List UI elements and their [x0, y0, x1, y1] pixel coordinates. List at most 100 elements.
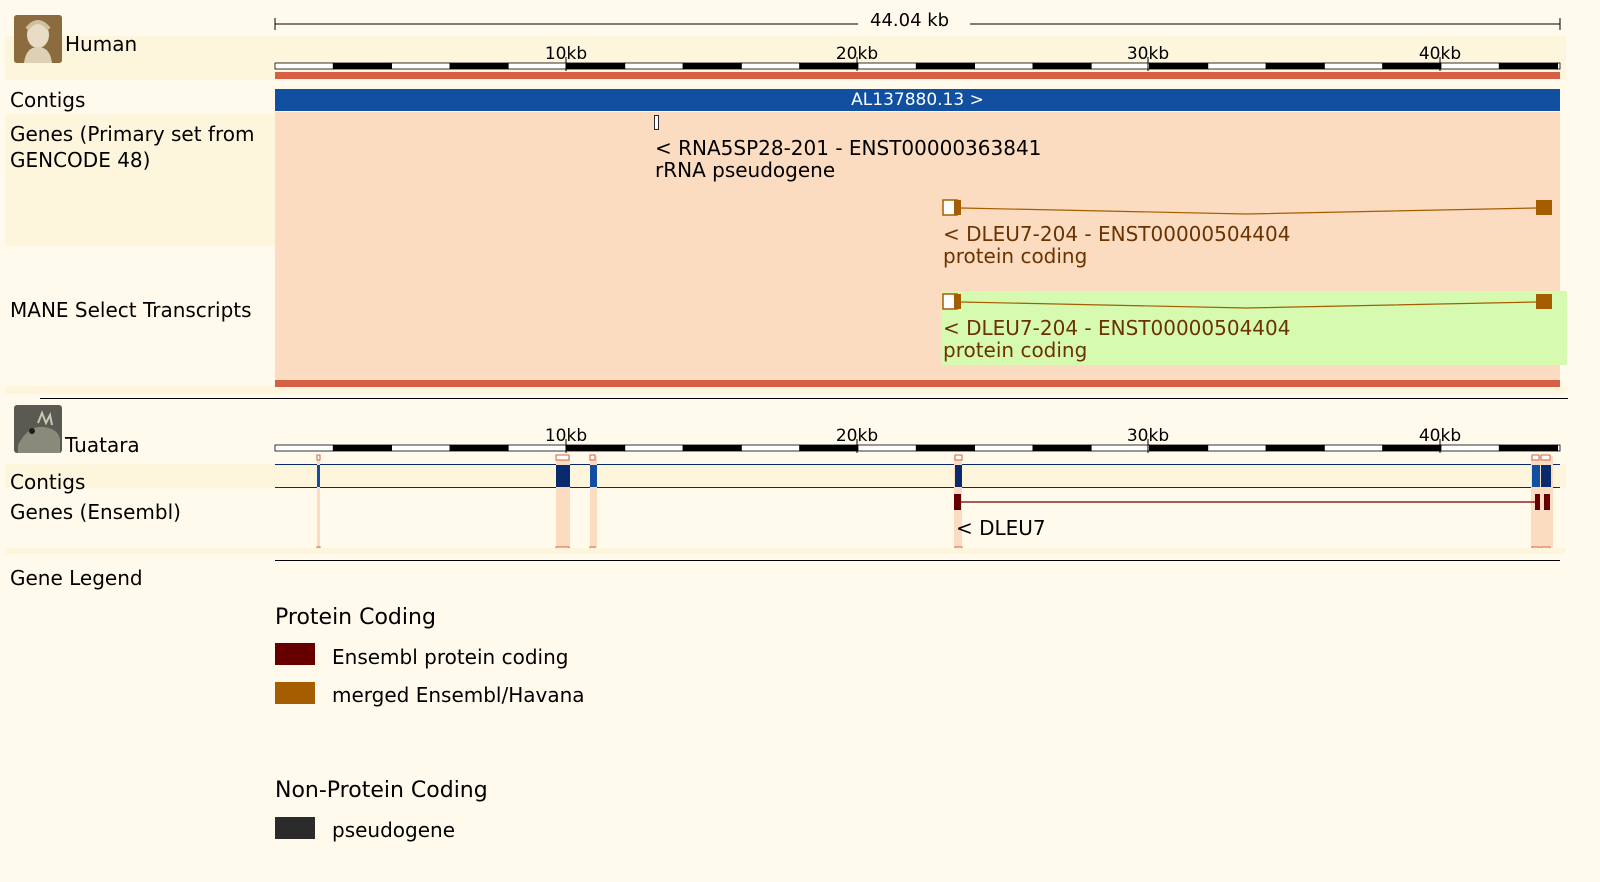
ruler-segment — [391, 444, 451, 452]
ruler-segment — [740, 444, 801, 452]
ruler-segment — [507, 444, 567, 452]
tuatara-contig-piece-5[interactable] — [1532, 465, 1540, 487]
ruler-segment — [274, 444, 334, 452]
ruler-segment — [566, 62, 626, 70]
human-mane-label: MANE Select Transcripts — [10, 298, 252, 322]
ruler-segment — [1149, 444, 1209, 452]
ruler-segment — [1324, 444, 1384, 452]
rna5sp28-gene-biotype: rRNA pseudogene — [655, 158, 836, 182]
human-scale-bar — [274, 14, 1561, 34]
legend-merged-label: merged Ensembl/Havana — [332, 683, 585, 707]
legend-ensembl-pc-label: Ensembl protein coding — [332, 645, 569, 669]
tuatara-lizard-icon — [14, 405, 62, 453]
ruler-segment — [391, 62, 451, 70]
ruler-segment — [1032, 444, 1092, 452]
ruler-segment — [1207, 444, 1267, 452]
ruler-segment — [274, 62, 334, 70]
dleu7-204-transcript[interactable] — [940, 198, 1560, 218]
tuatara-genes-bottom-band — [5, 548, 1566, 554]
ruler-segment — [1265, 62, 1325, 70]
ruler-segment — [332, 444, 392, 452]
human-bottom-band — [5, 386, 1566, 394]
ruler-segment — [1090, 444, 1150, 452]
human-region-bar-top — [275, 72, 1560, 79]
legend-pseudogene-label: pseudogene — [332, 818, 456, 842]
tuatara-genes-label: Genes (Ensembl) — [10, 500, 181, 524]
ruler-segment — [1090, 62, 1150, 70]
tuatara-contigs-label: Contigs — [10, 470, 86, 494]
ruler-segment — [624, 62, 684, 70]
tuatara-contig-piece-6[interactable] — [1541, 465, 1551, 487]
aln-block-1[interactable] — [317, 456, 320, 554]
ruler-segment — [449, 62, 509, 70]
ruler-segment — [1557, 444, 1561, 452]
ruler-segment — [740, 62, 801, 70]
ruler-segment — [1440, 62, 1500, 70]
ruler-segment — [682, 444, 742, 452]
human-tick-10kb: 10kb — [544, 44, 588, 64]
tuatara-tick-10kb: 10kb — [544, 426, 588, 446]
tuatara-contig-line-bottom — [275, 487, 1560, 488]
ruler-segment — [974, 444, 1034, 452]
dleu7-204-gene-biotype: protein coding — [943, 244, 1088, 268]
legend-pseudogene-swatch — [275, 817, 315, 839]
ruler-segment — [449, 444, 509, 452]
rna5sp28-gene-glyph[interactable] — [654, 115, 659, 130]
human-bust-icon — [14, 15, 62, 63]
human-genes-label: Genes (Primary set from GENCODE 48) — [10, 122, 255, 172]
ruler-segment — [1382, 444, 1442, 452]
dleu7-tuatara-gene-name[interactable]: < DLEU7 — [956, 516, 1046, 540]
human-scale-label: 44.04 kb — [870, 10, 950, 31]
ruler-segment — [1265, 444, 1325, 452]
ruler-segment — [624, 444, 684, 452]
aln-block-3[interactable] — [590, 456, 597, 554]
human-tick-20kb: 20kb — [835, 44, 879, 64]
legend-protein-coding-title: Protein Coding — [275, 605, 436, 630]
legend-non-protein-coding-title: Non-Protein Coding — [275, 778, 488, 803]
ruler-segment — [974, 62, 1034, 70]
tuatara-species-name: Tuatara — [65, 433, 140, 457]
human-genes-band — [5, 114, 275, 246]
legend-ensembl-pc-swatch — [275, 643, 315, 665]
ruler-segment — [1032, 62, 1092, 70]
rna5sp28-gene-name[interactable]: < RNA5SP28-201 - ENST00000363841 — [655, 136, 1042, 160]
human-ruler[interactable] — [274, 57, 1565, 73]
panel-divider — [40, 398, 1568, 399]
ruler-segment — [1149, 62, 1209, 70]
ruler-segment — [915, 444, 975, 452]
legend-merged-swatch — [275, 682, 315, 704]
ruler-segment — [1440, 444, 1500, 452]
dleu7-204-mane-biotype: protein coding — [943, 338, 1088, 362]
ruler-segment — [1557, 62, 1561, 70]
tuatara-tick-30kb: 30kb — [1126, 426, 1170, 446]
human-tick-30kb: 30kb — [1126, 44, 1170, 64]
ruler-segment — [507, 62, 567, 70]
dleu7-204-gene-name[interactable]: < DLEU7-204 - ENST00000504404 — [943, 222, 1291, 246]
ruler-segment — [1498, 444, 1559, 452]
dleu7-204-mane-transcript[interactable] — [940, 292, 1560, 312]
tuatara-tick-40kb: 40kb — [1418, 426, 1462, 446]
ruler-segment — [857, 444, 917, 452]
human-region-bar-bottom — [275, 380, 1560, 387]
ruler-segment — [332, 62, 392, 70]
ruler-segment — [1382, 62, 1442, 70]
ruler-segment — [682, 62, 742, 70]
dleu7-tuatara-transcript[interactable] — [950, 492, 1560, 512]
human-contig-name[interactable]: AL137880.13 > — [851, 90, 984, 110]
tuatara-contig-line-top — [275, 464, 1560, 465]
tuatara-contigs-band — [5, 464, 1566, 488]
human-species-name: Human — [65, 32, 138, 56]
dleu7-204-mane-name[interactable]: < DLEU7-204 - ENST00000504404 — [943, 316, 1291, 340]
human-tick-40kb: 40kb — [1418, 44, 1462, 64]
human-contig-bar[interactable] — [275, 89, 1560, 111]
ruler-segment — [1498, 62, 1559, 70]
tuatara-contig-piece-4[interactable] — [955, 465, 962, 487]
tuatara-contig-piece-3[interactable] — [590, 465, 597, 487]
ruler-segment — [1324, 62, 1384, 70]
ruler-segment — [915, 62, 975, 70]
tuatara-ruler[interactable] — [274, 439, 1565, 455]
legend-divider — [275, 560, 1560, 561]
ruler-segment — [799, 62, 859, 70]
tuatara-contig-piece-1[interactable] — [317, 465, 320, 487]
tuatara-contig-piece-2[interactable] — [556, 465, 570, 487]
